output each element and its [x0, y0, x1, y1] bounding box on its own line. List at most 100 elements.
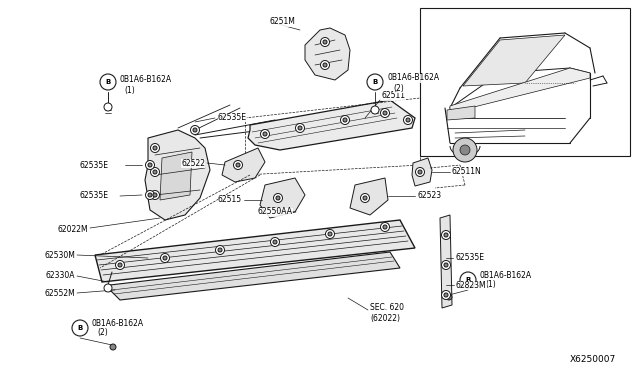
- Text: (2): (2): [393, 83, 404, 93]
- Text: 62535E: 62535E: [80, 192, 109, 201]
- Text: 62552M: 62552M: [44, 289, 75, 298]
- Text: B: B: [465, 277, 470, 283]
- Circle shape: [218, 248, 222, 252]
- Text: (2): (2): [97, 328, 108, 337]
- Text: 0B1A6-B162A: 0B1A6-B162A: [480, 270, 532, 279]
- Circle shape: [403, 115, 413, 125]
- Circle shape: [326, 230, 335, 238]
- Text: 62550AA: 62550AA: [258, 208, 293, 217]
- Polygon shape: [222, 148, 265, 182]
- Circle shape: [148, 163, 152, 167]
- Circle shape: [383, 111, 387, 115]
- Circle shape: [191, 125, 200, 135]
- Circle shape: [442, 260, 451, 269]
- Text: 0B1A6-B162A: 0B1A6-B162A: [92, 318, 144, 327]
- Text: 62535E: 62535E: [218, 112, 247, 122]
- Circle shape: [418, 170, 422, 174]
- Circle shape: [236, 163, 240, 167]
- Text: 0B1A6-B162A: 0B1A6-B162A: [120, 76, 172, 84]
- Text: 62022M: 62022M: [58, 225, 88, 234]
- Circle shape: [323, 63, 327, 67]
- Circle shape: [234, 160, 243, 170]
- Circle shape: [263, 132, 267, 136]
- Circle shape: [104, 103, 112, 111]
- Text: B: B: [106, 79, 111, 85]
- Text: 62522: 62522: [181, 158, 205, 167]
- Text: (62022): (62022): [370, 314, 400, 323]
- Text: 62511: 62511: [382, 92, 406, 100]
- Circle shape: [161, 253, 170, 263]
- Circle shape: [273, 193, 282, 202]
- Polygon shape: [412, 158, 432, 186]
- Circle shape: [446, 294, 452, 300]
- Circle shape: [104, 284, 112, 292]
- Circle shape: [193, 128, 197, 132]
- Circle shape: [381, 109, 390, 118]
- Circle shape: [145, 160, 154, 170]
- Text: 62511N: 62511N: [452, 167, 482, 176]
- Circle shape: [406, 118, 410, 122]
- Polygon shape: [95, 220, 415, 282]
- Text: B: B: [77, 325, 83, 331]
- Polygon shape: [260, 178, 305, 218]
- Circle shape: [383, 225, 387, 229]
- Text: SEC. 620: SEC. 620: [370, 304, 404, 312]
- Bar: [420, 8, 630, 156]
- Circle shape: [415, 167, 424, 176]
- Text: (1): (1): [485, 280, 496, 289]
- Circle shape: [150, 144, 159, 153]
- Text: (1): (1): [124, 86, 135, 94]
- Polygon shape: [463, 35, 565, 86]
- Circle shape: [145, 190, 154, 199]
- Circle shape: [321, 61, 330, 70]
- Circle shape: [453, 138, 477, 162]
- Circle shape: [118, 263, 122, 267]
- Polygon shape: [450, 68, 590, 113]
- Polygon shape: [110, 252, 400, 300]
- Circle shape: [163, 256, 167, 260]
- Polygon shape: [350, 178, 388, 215]
- Text: 62523: 62523: [418, 192, 442, 201]
- Polygon shape: [447, 106, 475, 120]
- Circle shape: [460, 145, 470, 155]
- Circle shape: [276, 196, 280, 200]
- Polygon shape: [160, 152, 192, 200]
- Circle shape: [100, 74, 116, 90]
- Text: B: B: [372, 79, 378, 85]
- Circle shape: [460, 272, 476, 288]
- Text: 62530M: 62530M: [44, 250, 75, 260]
- Circle shape: [296, 124, 305, 132]
- Circle shape: [340, 115, 349, 125]
- Circle shape: [273, 240, 277, 244]
- Text: 6251M: 6251M: [270, 17, 296, 26]
- Polygon shape: [248, 100, 415, 150]
- Circle shape: [115, 260, 125, 269]
- Circle shape: [150, 190, 159, 199]
- Circle shape: [153, 193, 157, 197]
- Circle shape: [110, 344, 116, 350]
- Circle shape: [271, 237, 280, 247]
- Circle shape: [298, 126, 302, 130]
- Circle shape: [367, 74, 383, 90]
- Text: 62330A: 62330A: [45, 272, 75, 280]
- Circle shape: [360, 193, 369, 202]
- Circle shape: [442, 291, 451, 299]
- Circle shape: [321, 38, 330, 46]
- Circle shape: [153, 170, 157, 174]
- Polygon shape: [440, 215, 452, 308]
- Circle shape: [363, 196, 367, 200]
- Text: 62515: 62515: [218, 196, 242, 205]
- Circle shape: [216, 246, 225, 254]
- Circle shape: [371, 106, 379, 114]
- Circle shape: [148, 193, 152, 197]
- Polygon shape: [145, 130, 210, 220]
- Circle shape: [444, 293, 448, 297]
- Polygon shape: [305, 28, 350, 80]
- Circle shape: [444, 263, 448, 267]
- Text: X6250007: X6250007: [570, 356, 616, 365]
- Circle shape: [150, 167, 159, 176]
- Circle shape: [444, 233, 448, 237]
- Text: 62535E: 62535E: [80, 160, 109, 170]
- Circle shape: [260, 129, 269, 138]
- Circle shape: [153, 146, 157, 150]
